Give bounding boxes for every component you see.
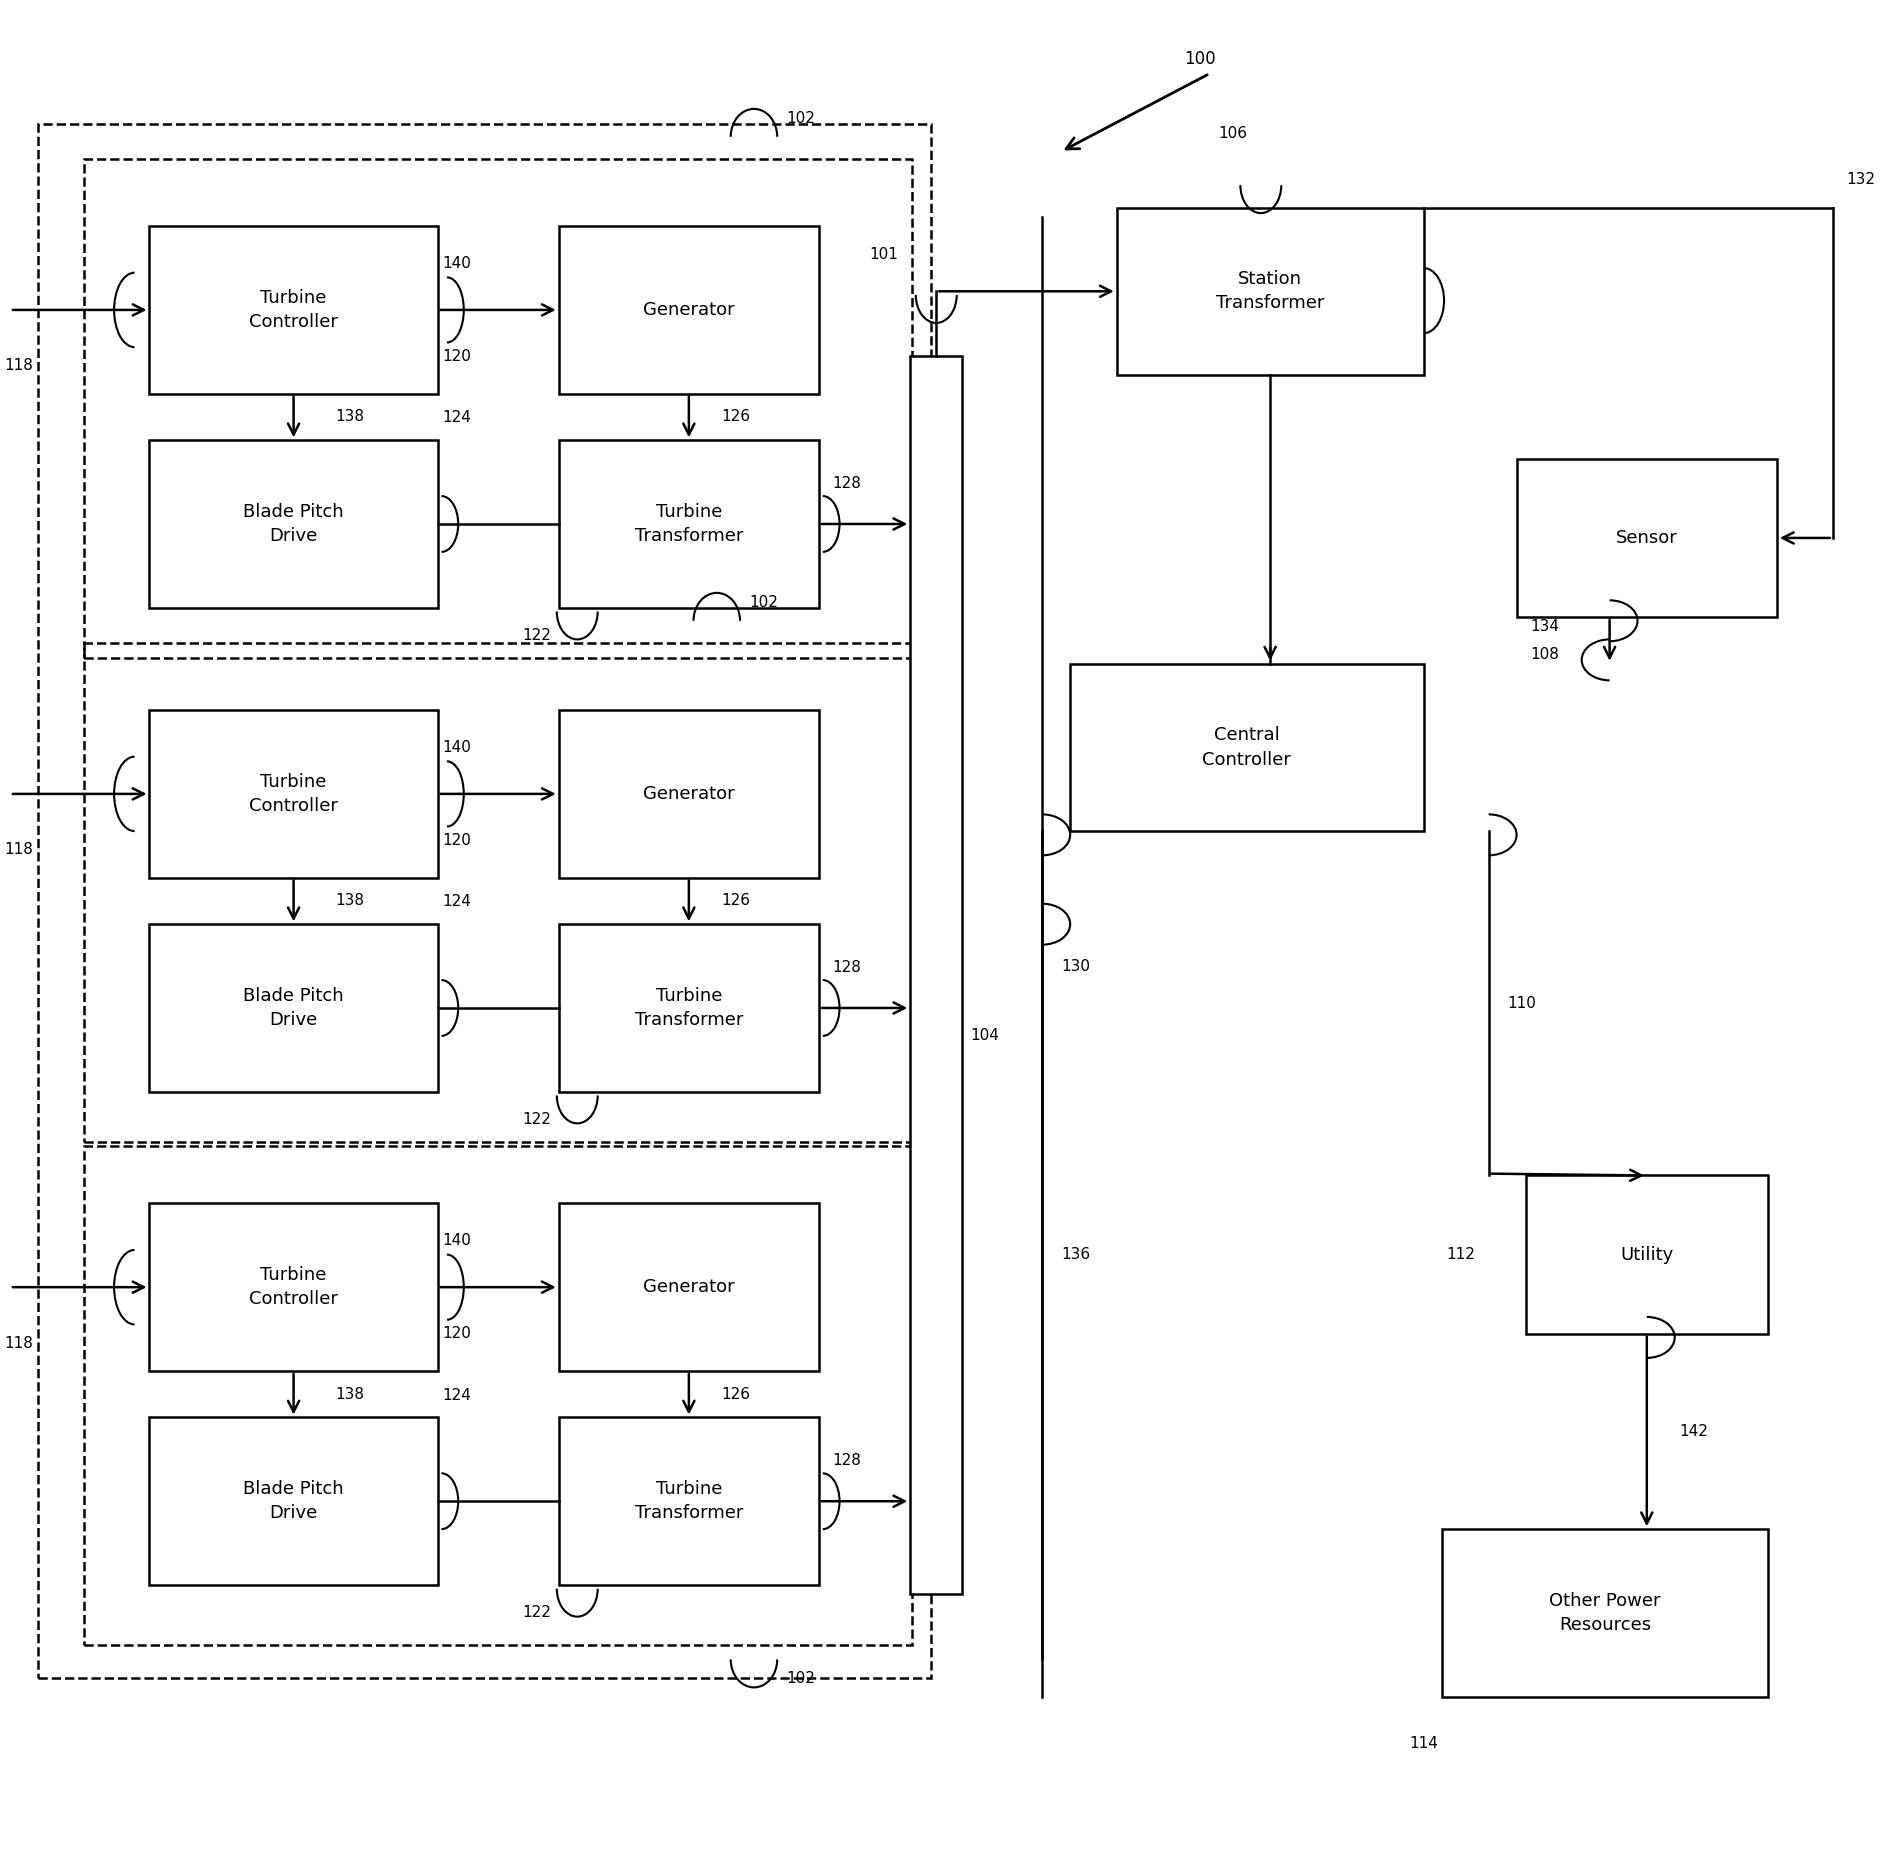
Text: 110: 110 — [1508, 995, 1536, 1010]
Text: 124: 124 — [442, 1387, 470, 1402]
Text: 126: 126 — [720, 409, 750, 424]
Text: 132: 132 — [1846, 172, 1874, 187]
Text: Turbine
Controller: Turbine Controller — [250, 1266, 338, 1309]
Bar — [558, 709, 820, 877]
Bar — [85, 642, 912, 1143]
Bar — [558, 924, 820, 1092]
Text: 136: 136 — [1060, 1247, 1090, 1262]
Bar — [38, 123, 931, 1678]
Text: 118: 118 — [6, 1335, 34, 1350]
Text: Turbine
Transformer: Turbine Transformer — [635, 502, 743, 545]
Text: 134: 134 — [1530, 618, 1559, 635]
Text: 128: 128 — [833, 1453, 861, 1467]
Bar — [1527, 1176, 1767, 1333]
Text: Generator: Generator — [643, 301, 735, 319]
Text: 126: 126 — [720, 894, 750, 909]
Text: 124: 124 — [442, 411, 470, 426]
Text: Utility: Utility — [1621, 1245, 1673, 1264]
Text: 138: 138 — [335, 894, 365, 909]
Text: 138: 138 — [335, 409, 365, 424]
Bar — [149, 1204, 438, 1370]
Text: 102: 102 — [786, 110, 814, 125]
Text: Turbine
Transformer: Turbine Transformer — [635, 988, 743, 1029]
Bar — [1117, 207, 1423, 375]
Text: Blade Pitch
Drive: Blade Pitch Drive — [243, 1481, 344, 1522]
Text: 140: 140 — [442, 739, 470, 754]
Text: Generator: Generator — [643, 1279, 735, 1296]
Text: 102: 102 — [786, 1671, 814, 1686]
Bar — [1517, 459, 1777, 618]
Text: 101: 101 — [870, 246, 899, 261]
Text: 124: 124 — [442, 894, 470, 909]
Bar — [149, 709, 438, 877]
Text: Turbine
Transformer: Turbine Transformer — [635, 1481, 743, 1522]
Bar — [1070, 663, 1423, 831]
Text: 118: 118 — [6, 842, 34, 857]
Text: 128: 128 — [833, 476, 861, 491]
Text: 112: 112 — [1446, 1247, 1476, 1262]
Text: 118: 118 — [6, 358, 34, 373]
Text: 120: 120 — [442, 349, 470, 364]
Text: 126: 126 — [720, 1387, 750, 1402]
Text: 122: 122 — [523, 1606, 551, 1621]
Bar — [1442, 1529, 1767, 1697]
Text: 108: 108 — [1530, 646, 1559, 661]
Bar — [149, 226, 438, 394]
Text: 102: 102 — [748, 596, 778, 611]
Text: 130: 130 — [1060, 958, 1090, 973]
Bar — [558, 1204, 820, 1370]
Text: 140: 140 — [442, 1232, 470, 1249]
Text: Generator: Generator — [643, 784, 735, 803]
Bar — [149, 441, 438, 609]
Bar — [910, 357, 963, 1594]
Text: 140: 140 — [442, 256, 470, 271]
Text: 120: 120 — [442, 1326, 470, 1341]
Text: Station
Transformer: Station Transformer — [1216, 271, 1324, 312]
Text: Blade Pitch
Drive: Blade Pitch Drive — [243, 502, 344, 545]
Text: 138: 138 — [335, 1387, 365, 1402]
Text: 142: 142 — [1679, 1425, 1707, 1439]
Bar — [85, 1146, 912, 1645]
Text: 120: 120 — [442, 833, 470, 848]
Text: 106: 106 — [1218, 125, 1248, 140]
Text: Sensor: Sensor — [1617, 528, 1677, 547]
Text: Central
Controller: Central Controller — [1203, 726, 1292, 769]
Text: Blade Pitch
Drive: Blade Pitch Drive — [243, 988, 344, 1029]
Text: 128: 128 — [833, 960, 861, 975]
Text: 122: 122 — [523, 1113, 551, 1128]
Text: 104: 104 — [970, 1029, 998, 1044]
Bar — [85, 159, 912, 657]
Text: Other Power
Resources: Other Power Resources — [1549, 1593, 1660, 1634]
Text: 100: 100 — [1184, 50, 1216, 67]
Bar — [558, 1417, 820, 1585]
Bar — [149, 924, 438, 1092]
Bar — [149, 1417, 438, 1585]
Text: 114: 114 — [1410, 1736, 1438, 1751]
Bar — [558, 441, 820, 609]
Text: Turbine
Controller: Turbine Controller — [250, 289, 338, 330]
Bar — [558, 226, 820, 394]
Text: Turbine
Controller: Turbine Controller — [250, 773, 338, 816]
Text: 122: 122 — [523, 627, 551, 642]
